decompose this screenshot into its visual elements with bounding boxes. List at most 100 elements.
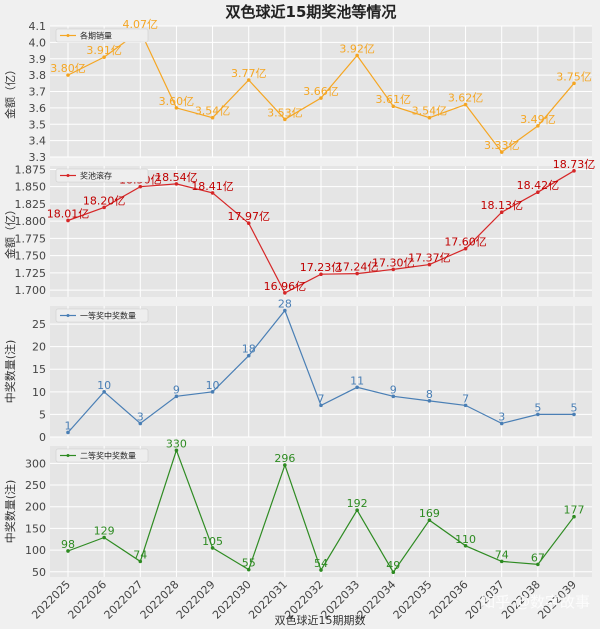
x-tick-label: 2022025 [29,578,73,622]
data-point [138,421,143,426]
data-point [210,191,215,195]
x-axis-label: 双色球近15期期数 [275,613,366,627]
y-axis-label: 金额（亿） [3,64,17,119]
data-point [283,291,287,295]
data-point [536,124,540,128]
y-tick-label: 3.9 [29,53,47,66]
data-point [283,308,287,313]
y-tick-label: 4.1 [29,20,47,33]
data-label: 3 [498,410,505,423]
y-tick-label: 1.825 [15,198,47,211]
y-tick-label: 5 [39,408,46,421]
y-tick-label: 1.700 [15,284,47,297]
data-point [174,448,179,453]
data-label: 3.77亿 [231,67,267,80]
data-point [102,535,106,540]
data-point [355,271,359,276]
data-label: 18.73亿 [553,158,596,171]
data-point [391,104,396,109]
data-point [572,81,576,86]
data-label: 54 [314,557,328,570]
data-point [427,399,432,403]
x-tick-label: 2022029 [174,578,218,622]
data-point [174,394,179,399]
data-point [391,394,396,399]
data-point [499,421,504,426]
data-point [427,262,432,267]
data-label: 18.01亿 [47,207,90,220]
data-label: 3.66亿 [303,85,339,98]
data-label: 177 [564,504,585,517]
data-label: 3.80亿 [50,62,86,75]
y-tick-label: 1.875 [15,163,47,176]
x-tick-label: 2022030 [210,578,254,622]
watermark: 知乎 @数字故事 [480,593,590,611]
legend-marker [66,174,70,177]
data-label: 18.41亿 [191,180,234,193]
data-label: 169 [419,507,440,520]
y-tick-label: 15 [32,363,46,376]
data-label: 3.54亿 [195,105,231,118]
y-tick-label: 200 [25,501,46,514]
data-point [174,182,179,186]
y-tick-label: 20 [32,341,46,354]
data-label: 3.49亿 [520,113,556,126]
data-label: 3.53亿 [267,106,303,119]
y-tick-label: 150 [25,522,46,535]
data-label: 110 [455,533,476,546]
y-tick-label: 100 [25,544,46,557]
panel-2: 1.700 1.725 1.750 1.775 1.800 1.825 1.850 1.875… [3,158,595,297]
data-point [210,390,215,394]
data-label: 9 [390,383,397,396]
data-label: 3.60亿 [159,95,195,108]
data-point [572,169,576,173]
y-tick-label: 4.0 [29,36,47,49]
data-label: 11 [350,374,364,387]
data-point [210,115,215,120]
data-point [283,117,287,122]
data-point [391,267,396,272]
y-axis-label: 金额（亿） [3,204,17,259]
y-tick-label: 1.775 [15,232,47,245]
data-point [319,568,323,572]
y-tick-label: 10 [32,386,46,399]
y-tick-label: 1.800 [15,215,47,228]
legend [55,28,149,43]
x-tick-label: 2022026 [65,578,109,622]
data-point [463,102,468,107]
data-point [319,403,323,408]
data-label: 18.20亿 [83,194,126,207]
data-point [319,96,323,100]
data-point [246,353,251,358]
legend [55,308,149,323]
x-tick-label: 2022028 [138,578,182,622]
data-point [66,549,70,553]
data-point [138,184,143,189]
y-tick-label: 3.4 [29,135,47,148]
data-point [427,115,432,120]
data-label: 5 [534,401,541,414]
data-point [572,412,576,417]
data-label: 105 [202,535,223,548]
data-label: 28 [278,298,292,311]
y-tick-label: 3.5 [29,118,47,131]
data-label: 3.75亿 [556,70,592,83]
y-tick-label: 3.7 [29,86,47,99]
x-tick-label: 2022036 [427,578,471,622]
data-point [66,218,70,223]
y-tick-label: 250 [25,479,46,492]
data-point [463,246,468,251]
legend-label: 二等奖中奖数量 [80,451,136,461]
chart-title: 双色球近15期奖池等情况 [226,3,397,21]
data-label: 17.60亿 [444,236,487,249]
data-label: 67 [531,551,545,564]
data-label: 9 [173,383,180,396]
data-label: 49 [386,559,400,572]
data-label: 17.30亿 [372,256,415,269]
data-label: 3.92亿 [339,42,375,55]
data-label: 74 [133,548,147,561]
data-point [210,546,215,550]
data-point [102,390,106,394]
data-point [536,190,540,194]
y-tick-label: 50 [32,566,46,579]
